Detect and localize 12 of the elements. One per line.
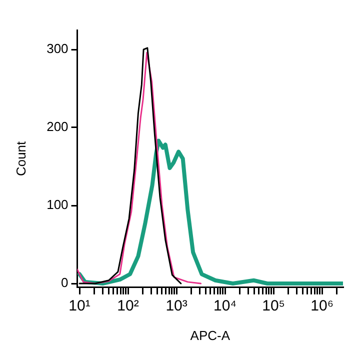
y-tick-label: 300 bbox=[46, 41, 68, 56]
x-tick-label: 10¹ bbox=[68, 298, 90, 315]
y-tick-label: 0 bbox=[61, 275, 68, 290]
x-tick-label: 10⁶ bbox=[310, 298, 334, 315]
x-axis-title: APC-A bbox=[190, 328, 230, 343]
y-axis-title: Count bbox=[13, 140, 28, 176]
x-tick-label: 10⁵ bbox=[262, 298, 286, 315]
x-tick-label: 10⁴ bbox=[213, 298, 237, 315]
x-tick-label: 10² bbox=[117, 298, 139, 315]
y-tick-label: 200 bbox=[46, 119, 68, 134]
y-tick-label: 100 bbox=[46, 197, 68, 212]
x-tick-label: 10³ bbox=[166, 298, 188, 315]
